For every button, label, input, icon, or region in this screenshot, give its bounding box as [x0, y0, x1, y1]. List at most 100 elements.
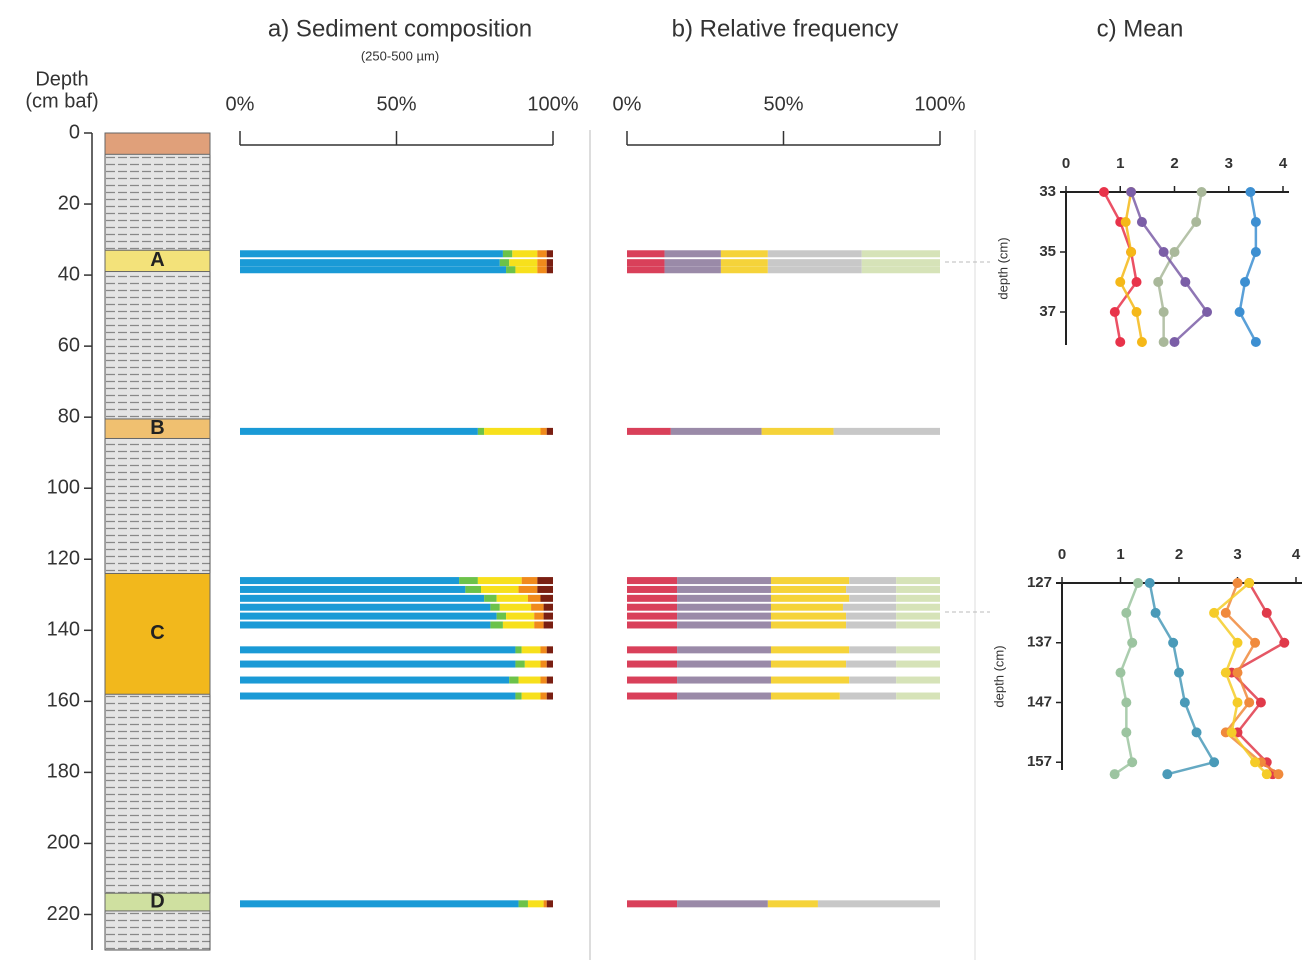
bar-segment: [240, 259, 500, 267]
series-point: [1232, 637, 1243, 648]
bar-segment: [518, 676, 541, 684]
bar-segment: [627, 259, 665, 267]
series-point: [1226, 727, 1237, 738]
bar-segment: [839, 692, 897, 700]
bar-segment: [518, 585, 538, 593]
bar-segment: [817, 900, 940, 908]
y-tick-label: 40: [58, 263, 80, 285]
bar-segment: [521, 692, 541, 700]
bar-segment: [543, 603, 553, 611]
series-point: [1250, 757, 1261, 768]
bar-segment: [240, 900, 519, 908]
y-tick-label: 100: [47, 476, 80, 498]
bar-segment: [896, 603, 940, 611]
bar-segment: [240, 646, 516, 654]
series-point: [1196, 187, 1207, 197]
bar-segment: [546, 266, 553, 274]
bar-segment: [540, 676, 547, 684]
series-point: [1121, 607, 1132, 618]
series-point: [1220, 607, 1231, 618]
series-point: [1126, 187, 1137, 197]
bar-segment: [677, 646, 771, 654]
bar-segment: [896, 660, 940, 668]
bar-segment: [842, 603, 897, 611]
x-tick-label: 100%: [914, 93, 965, 115]
bar-segment: [861, 250, 940, 258]
bar-segment: [502, 250, 513, 258]
y-tick-label: 220: [47, 903, 80, 925]
bar-segment: [546, 660, 553, 668]
series-point: [1153, 277, 1164, 287]
series-point: [1127, 637, 1138, 648]
series-point: [1133, 578, 1144, 588]
bar-segment: [481, 585, 519, 593]
bar-segment: [896, 585, 940, 593]
series-point: [1168, 637, 1179, 648]
bar-segment: [896, 676, 940, 684]
x-tick-label: 4: [1279, 155, 1288, 172]
bar-segment: [512, 250, 538, 258]
bar-segment: [537, 585, 553, 593]
unit-layer: [104, 418, 211, 439]
bar-segment: [627, 692, 678, 700]
series-point: [1261, 607, 1272, 618]
series-point: [1179, 697, 1190, 708]
bar-segment: [531, 603, 544, 611]
bar-segment: [515, 266, 538, 274]
y-tick-label: 35: [1039, 243, 1056, 260]
bar-segment: [767, 250, 862, 258]
bar-segment: [499, 603, 532, 611]
series-point: [1261, 769, 1272, 780]
bar-segment: [770, 577, 850, 585]
bar-segment: [720, 250, 768, 258]
bar-segment: [502, 621, 535, 629]
bar-segment: [677, 612, 771, 620]
x-tick-label: 1: [1116, 155, 1124, 172]
x-tick-label: 0: [1058, 546, 1066, 563]
bar-segment: [846, 621, 897, 629]
x-tick-label: 100%: [527, 93, 578, 115]
x-tick-label: 50%: [376, 93, 416, 115]
bar-segment: [677, 660, 771, 668]
bar-segment: [627, 646, 678, 654]
bar-segment: [770, 612, 847, 620]
bar-segment: [846, 660, 897, 668]
series-point: [1244, 578, 1255, 588]
x-tick-label: 0: [1062, 155, 1070, 172]
x-tick-label: 50%: [763, 93, 803, 115]
bar-segment: [537, 250, 547, 258]
y-tick-label: 137: [1027, 634, 1052, 651]
series-line: [1229, 582, 1287, 775]
bar-segment: [543, 900, 547, 908]
bar-segment: [506, 612, 535, 620]
series-line: [1118, 191, 1144, 343]
series-point: [1109, 769, 1120, 780]
bar-segment: [849, 676, 897, 684]
bar-segment: [770, 621, 847, 629]
bar-segment: [677, 585, 771, 593]
y-tick-label: 20: [58, 192, 80, 214]
series-point: [1255, 697, 1266, 708]
bar-segment: [240, 621, 491, 629]
series-point: [1191, 727, 1202, 738]
bar-segment: [720, 259, 768, 267]
bar-segment: [546, 692, 553, 700]
bar-segment: [537, 259, 547, 267]
bar-segment: [490, 621, 503, 629]
series-point: [1191, 217, 1202, 227]
x-tick-label: 0%: [613, 93, 642, 115]
unit-layer: [104, 572, 211, 695]
bar-segment: [509, 259, 538, 267]
bar-segment: [846, 612, 897, 620]
bar-segment: [896, 594, 940, 602]
bar-segment: [896, 646, 940, 654]
bar-segment: [677, 603, 771, 611]
series-point: [1115, 337, 1126, 347]
series-point: [1202, 307, 1213, 317]
series-point: [1131, 277, 1142, 287]
bar-segment: [664, 259, 721, 267]
series-point: [1162, 769, 1173, 780]
bar-segment: [677, 577, 771, 585]
bar-segment: [761, 427, 834, 435]
